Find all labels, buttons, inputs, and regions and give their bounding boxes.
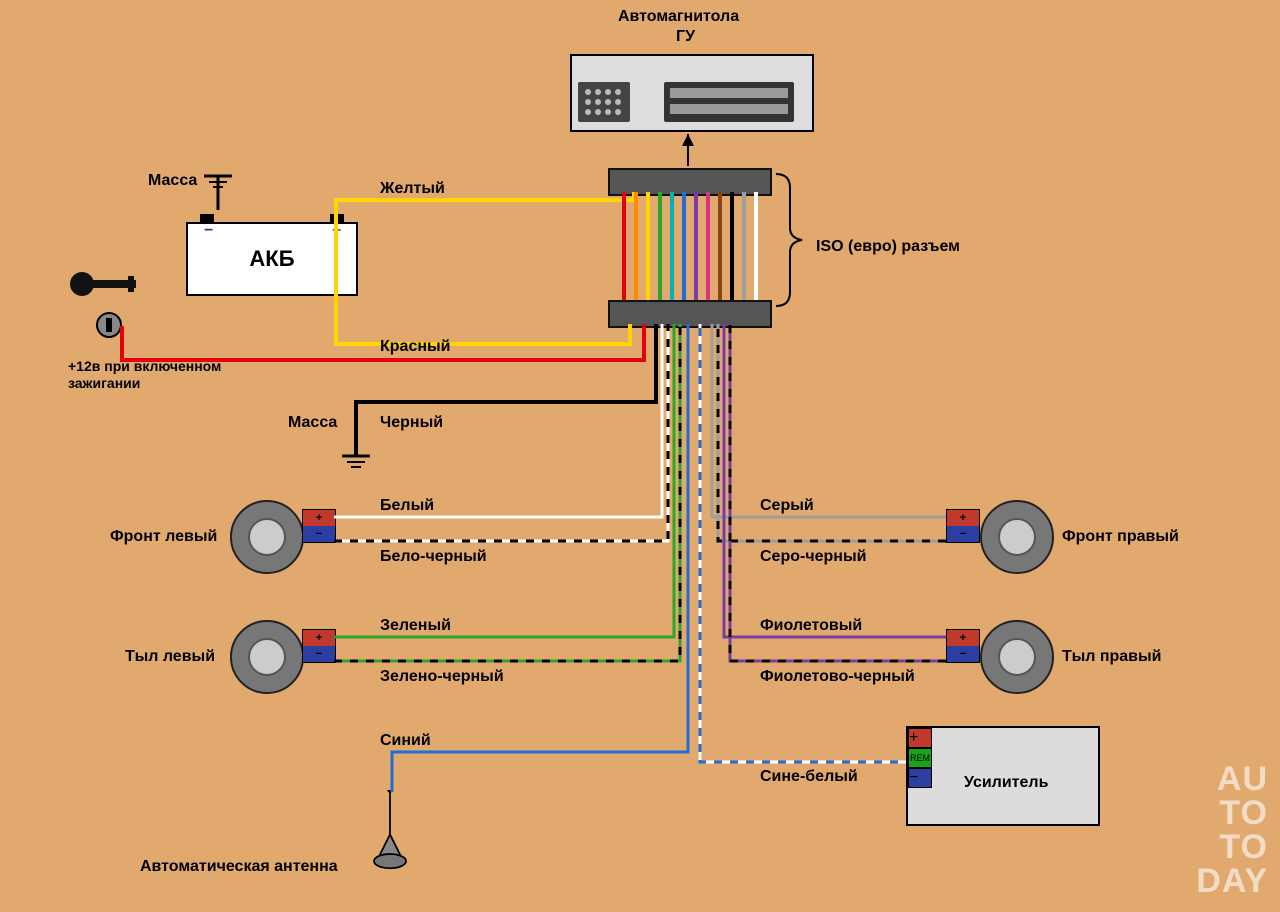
wire-grey-black-label: Серо-черный — [760, 548, 866, 566]
speaker-fr-label: Фронт правый — [1062, 528, 1179, 546]
wire-blue-white-label: Сине-белый — [760, 768, 858, 786]
wiring-diagram — [0, 0, 1280, 912]
wire-black-label: Черный — [380, 414, 443, 432]
wire-violet-label: Фиолетовый — [760, 617, 862, 635]
title-line2: ГУ — [676, 28, 695, 46]
wire-yellow-label: Желтый — [380, 180, 445, 198]
battery-ground-label: Масса — [148, 172, 197, 190]
wire-blue-label: Синий — [380, 732, 431, 750]
ignition-label: +12в при включенном зажигании — [68, 358, 221, 392]
speaker-fl-label: Фронт левый — [110, 528, 217, 546]
iso-label: ISO (евро) разъем — [816, 238, 960, 256]
antenna-label: Автоматическая антенна — [140, 858, 338, 876]
ground2-label: Масса — [288, 414, 337, 432]
wire-white-label: Белый — [380, 497, 434, 515]
wire-green-label: Зеленый — [380, 617, 451, 635]
wire-white-black-label: Бело-черный — [380, 548, 487, 566]
wire-grey-label: Серый — [760, 497, 814, 515]
wire-green-black-label: Зелено-черный — [380, 668, 504, 686]
title-line1: Автомагнитола — [618, 8, 739, 26]
speaker-rl-label: Тыл левый — [125, 648, 215, 666]
wire-violet-black-label: Фиолетово-черный — [760, 668, 915, 686]
speaker-rr-label: Тыл правый — [1062, 648, 1162, 666]
wire-red-label: Красный — [380, 338, 451, 356]
watermark: AU TO TO DAY — [1196, 762, 1268, 898]
